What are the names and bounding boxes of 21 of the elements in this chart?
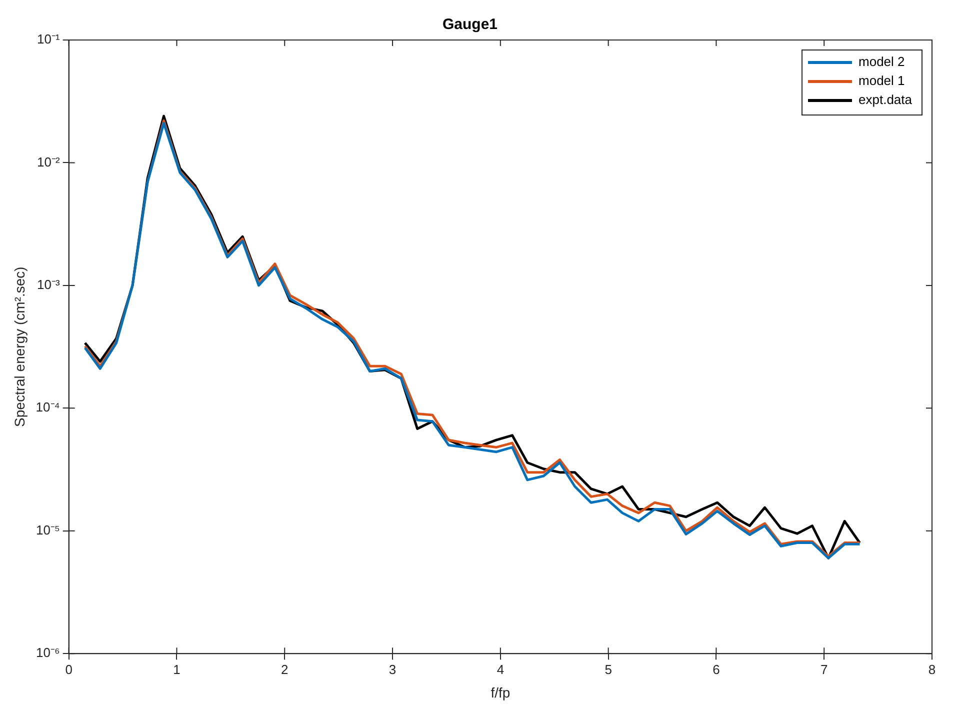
y-tick-label: 10⁻³	[37, 277, 61, 292]
y-tick-label: 10⁻¹	[37, 32, 61, 47]
legend-label: expt.data	[858, 92, 913, 108]
y-axis-title: Spectral energy (cm².sec)	[11, 266, 28, 427]
x-tick-label: 2	[281, 662, 288, 677]
x-tick-label: 8	[928, 662, 936, 677]
y-tick-label: 10⁻⁶	[36, 645, 60, 660]
x-tick-label: 6	[712, 662, 720, 677]
y-tick-label: 10⁻⁴	[36, 400, 60, 415]
x-tick-label: 1	[173, 662, 180, 677]
x-tick-label: 4	[496, 662, 504, 677]
chart-title: Gauge1	[442, 16, 498, 34]
x-tick-label: 7	[820, 662, 828, 677]
legend-label: model 2	[858, 54, 905, 70]
legend-label: model 1	[858, 73, 905, 88]
x-tick-label: 3	[388, 662, 396, 677]
x-axis-title: f/fp	[490, 684, 510, 700]
x-tick-label: 5	[604, 662, 612, 677]
x-tick-label: 0	[65, 662, 72, 677]
y-tick-label: 10⁻⁵	[36, 522, 60, 538]
y-tick-label: 10⁻²	[37, 154, 61, 170]
